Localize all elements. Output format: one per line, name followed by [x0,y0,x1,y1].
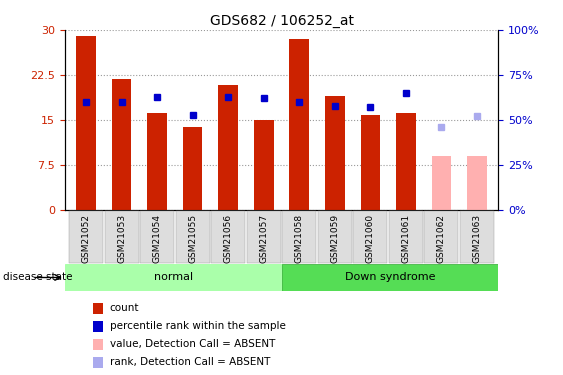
FancyBboxPatch shape [105,211,138,263]
Text: Down syndrome: Down syndrome [345,273,435,282]
Text: GSM21053: GSM21053 [117,214,126,264]
Bar [325,96,345,210]
FancyBboxPatch shape [247,211,281,263]
FancyBboxPatch shape [389,211,423,263]
Bar [289,39,309,210]
Title: GDS682 / 106252_at: GDS682 / 106252_at [209,13,354,28]
FancyBboxPatch shape [65,264,282,291]
Bar [432,156,451,210]
Text: GSM21059: GSM21059 [330,214,339,264]
Bar [148,113,167,210]
Bar [360,115,380,210]
FancyBboxPatch shape [211,211,245,263]
Bar [77,36,96,210]
Text: rank, Detection Call = ABSENT: rank, Detection Call = ABSENT [110,357,270,367]
Bar [218,85,238,210]
Text: GSM21060: GSM21060 [366,214,375,264]
Bar [183,127,203,210]
Text: count: count [110,303,139,313]
Text: GSM21063: GSM21063 [472,214,481,264]
FancyBboxPatch shape [69,211,103,263]
Text: GSM21062: GSM21062 [437,214,446,263]
Text: GSM21056: GSM21056 [224,214,233,264]
FancyBboxPatch shape [425,211,458,263]
Text: value, Detection Call = ABSENT: value, Detection Call = ABSENT [110,339,275,349]
Text: disease state: disease state [3,273,72,282]
FancyBboxPatch shape [318,211,352,263]
Bar [254,120,274,210]
FancyBboxPatch shape [140,211,174,263]
Text: GSM21057: GSM21057 [259,214,268,264]
FancyBboxPatch shape [176,211,210,263]
Text: GSM21055: GSM21055 [188,214,197,264]
FancyBboxPatch shape [353,211,387,263]
Text: GSM21061: GSM21061 [401,214,410,264]
Bar [396,113,415,210]
FancyBboxPatch shape [460,211,494,263]
Text: percentile rank within the sample: percentile rank within the sample [110,321,285,331]
Text: GSM21054: GSM21054 [153,214,162,263]
Bar [112,79,131,210]
Text: GSM21052: GSM21052 [82,214,91,263]
FancyBboxPatch shape [282,264,498,291]
Text: GSM21058: GSM21058 [295,214,304,264]
Text: normal: normal [154,273,193,282]
FancyBboxPatch shape [282,211,316,263]
Bar [467,156,486,210]
